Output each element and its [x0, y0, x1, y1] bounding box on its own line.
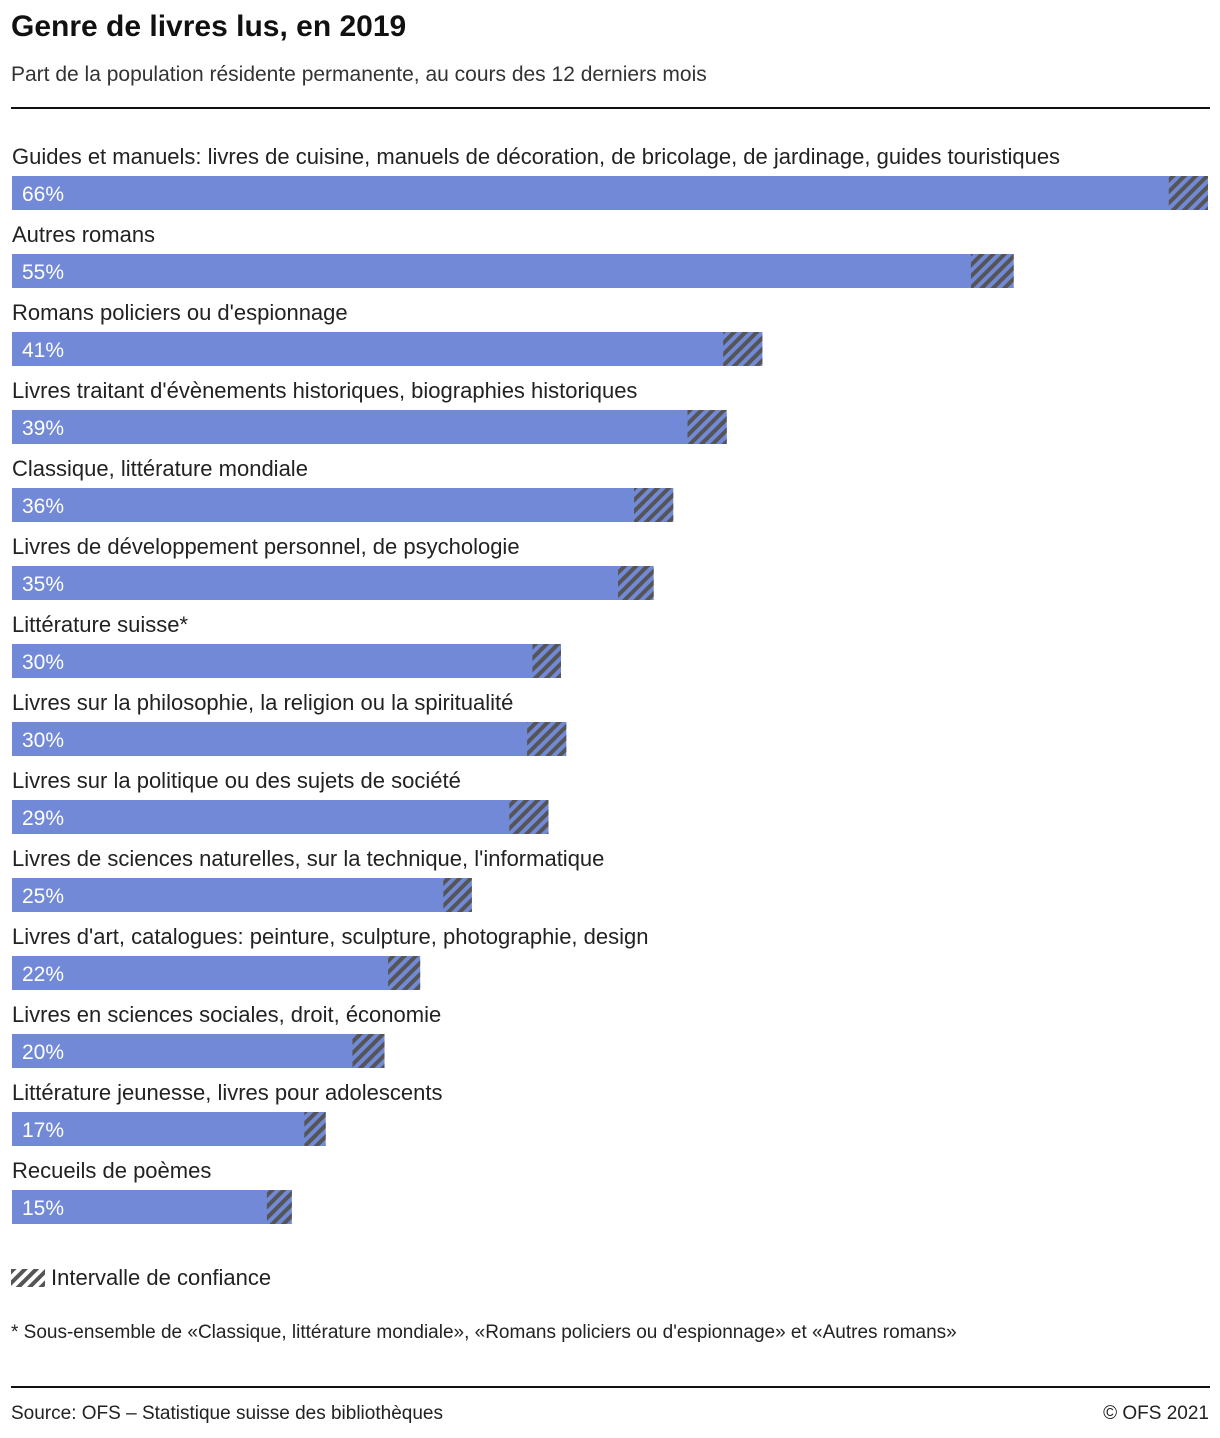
category-label: Classique, littérature mondiale	[12, 456, 308, 481]
category-label: Littérature jeunesse, livres pour adoles…	[12, 1080, 442, 1105]
bar	[12, 644, 561, 678]
bar	[12, 566, 654, 600]
confidence-interval	[532, 644, 561, 678]
category-label: Livres traitant d'évènements historiques…	[12, 378, 637, 403]
value-label: 39%	[22, 417, 64, 440]
category-label: Littérature suisse*	[12, 612, 189, 637]
bar	[12, 488, 674, 522]
confidence-interval	[687, 410, 727, 444]
category-label: Livres sur la philosophie, la religion o…	[12, 690, 513, 715]
value-label: 36%	[22, 495, 64, 518]
value-label: 25%	[22, 885, 64, 908]
bar	[12, 176, 1208, 210]
footnote: * Sous-ensemble de «Classique, littératu…	[11, 1322, 957, 1343]
category-label: Livres de développement personnel, de ps…	[12, 534, 520, 559]
category-label: Autres romans	[12, 222, 155, 247]
bar	[12, 254, 1014, 288]
category-label: Livres en sciences sociales, droit, écon…	[12, 1002, 441, 1027]
confidence-interval	[723, 332, 763, 366]
bar	[12, 1034, 385, 1068]
copyright: © OFS 2021	[1103, 1403, 1209, 1424]
value-label: 30%	[22, 729, 64, 752]
top-divider	[11, 107, 1210, 109]
value-label: 29%	[22, 807, 64, 830]
bars-group: Guides et manuels: livres de cuisine, ma…	[12, 144, 1208, 1224]
category-label: Guides et manuels: livres de cuisine, ma…	[12, 144, 1060, 169]
bar	[12, 800, 549, 834]
bar	[12, 410, 727, 444]
category-label: Livres d'art, catalogues: peinture, scul…	[12, 924, 649, 949]
source-note: Source: OFS – Statistique suisse des bib…	[11, 1403, 443, 1424]
chart-title: Genre de livres lus, en 2019	[11, 10, 407, 43]
value-label: 66%	[22, 183, 64, 206]
value-label: 30%	[22, 651, 64, 674]
confidence-interval	[304, 1112, 326, 1146]
bottom-divider	[11, 1386, 1210, 1388]
confidence-interval	[388, 956, 421, 990]
confidence-interval	[618, 566, 654, 600]
category-label: Livres de sciences naturelles, sur la te…	[12, 846, 604, 871]
confidence-interval	[443, 878, 472, 912]
value-label: 22%	[22, 963, 64, 986]
bar	[12, 332, 763, 366]
value-label: 20%	[22, 1041, 64, 1064]
value-label: 15%	[22, 1197, 64, 1220]
bar-chart: Guides et manuels: livres de cuisine, ma…	[12, 144, 1208, 1224]
value-label: 35%	[22, 573, 64, 596]
category-label: Recueils de poèmes	[12, 1158, 211, 1183]
value-label: 17%	[22, 1119, 64, 1142]
confidence-interval	[352, 1034, 385, 1068]
bar	[12, 722, 567, 756]
confidence-interval	[509, 800, 549, 834]
confidence-interval	[266, 1190, 292, 1224]
bar	[12, 956, 421, 990]
confidence-interval	[634, 488, 674, 522]
bar	[12, 1112, 326, 1146]
chart-subtitle: Part de la population résidente permanen…	[11, 63, 707, 86]
category-label: Romans policiers ou d'espionnage	[12, 300, 348, 325]
category-label: Livres sur la politique ou des sujets de…	[12, 768, 461, 793]
bar	[12, 1190, 292, 1224]
value-label: 41%	[22, 339, 64, 362]
legend: Intervalle de confiance	[11, 1265, 271, 1291]
confidence-interval-swatch	[11, 1269, 45, 1287]
legend-label: Intervalle de confiance	[51, 1265, 272, 1290]
bar	[12, 878, 472, 912]
confidence-interval	[527, 722, 567, 756]
confidence-interval	[970, 254, 1014, 288]
value-label: 55%	[22, 261, 64, 284]
confidence-interval	[1168, 176, 1208, 210]
